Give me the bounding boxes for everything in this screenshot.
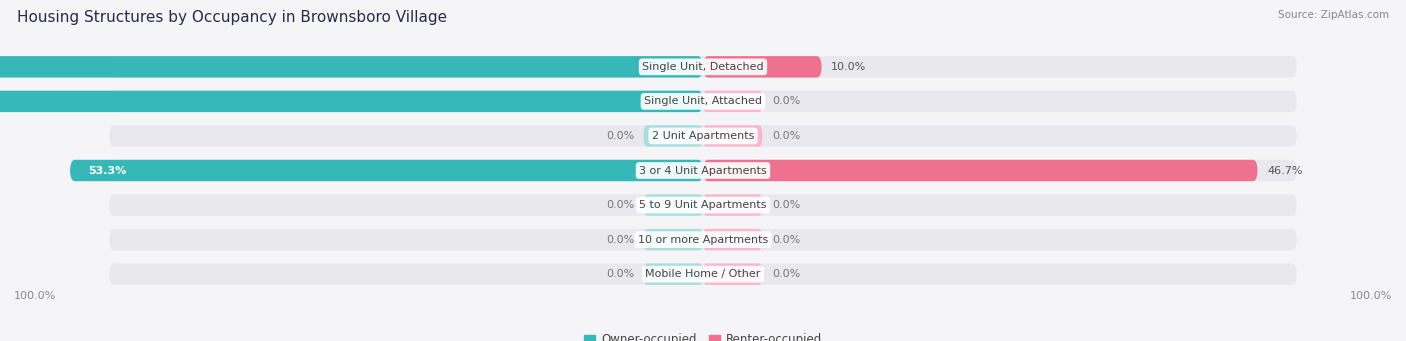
Text: Mobile Home / Other: Mobile Home / Other (645, 269, 761, 279)
FancyBboxPatch shape (110, 229, 1296, 250)
Text: 53.3%: 53.3% (87, 165, 127, 176)
Text: 0.0%: 0.0% (606, 200, 634, 210)
Text: Single Unit, Attached: Single Unit, Attached (644, 97, 762, 106)
Legend: Owner-occupied, Renter-occupied: Owner-occupied, Renter-occupied (579, 329, 827, 341)
FancyBboxPatch shape (644, 194, 703, 216)
Text: Housing Structures by Occupancy in Brownsboro Village: Housing Structures by Occupancy in Brown… (17, 10, 447, 25)
FancyBboxPatch shape (703, 56, 821, 77)
Text: Single Unit, Detached: Single Unit, Detached (643, 62, 763, 72)
Text: 10.0%: 10.0% (831, 62, 866, 72)
FancyBboxPatch shape (703, 194, 762, 216)
FancyBboxPatch shape (644, 229, 703, 250)
FancyBboxPatch shape (110, 264, 1296, 285)
Text: Source: ZipAtlas.com: Source: ZipAtlas.com (1278, 10, 1389, 20)
Text: 2 Unit Apartments: 2 Unit Apartments (652, 131, 754, 141)
FancyBboxPatch shape (110, 125, 1296, 147)
FancyBboxPatch shape (644, 264, 703, 285)
Text: 5 to 9 Unit Apartments: 5 to 9 Unit Apartments (640, 200, 766, 210)
Text: 0.0%: 0.0% (606, 235, 634, 244)
FancyBboxPatch shape (703, 160, 1258, 181)
FancyBboxPatch shape (703, 91, 762, 112)
FancyBboxPatch shape (644, 125, 703, 147)
Text: 0.0%: 0.0% (772, 131, 800, 141)
FancyBboxPatch shape (110, 160, 1296, 181)
FancyBboxPatch shape (0, 91, 703, 112)
FancyBboxPatch shape (703, 125, 762, 147)
Text: 46.7%: 46.7% (1267, 165, 1303, 176)
FancyBboxPatch shape (70, 160, 703, 181)
FancyBboxPatch shape (110, 56, 1296, 77)
FancyBboxPatch shape (0, 56, 703, 77)
Text: 0.0%: 0.0% (772, 200, 800, 210)
Text: 100.0%: 100.0% (14, 291, 56, 300)
Text: 10 or more Apartments: 10 or more Apartments (638, 235, 768, 244)
FancyBboxPatch shape (110, 194, 1296, 216)
Text: 0.0%: 0.0% (772, 269, 800, 279)
Text: 0.0%: 0.0% (772, 235, 800, 244)
Text: 0.0%: 0.0% (606, 131, 634, 141)
FancyBboxPatch shape (110, 91, 1296, 112)
Text: 3 or 4 Unit Apartments: 3 or 4 Unit Apartments (640, 165, 766, 176)
Text: 100.0%: 100.0% (1350, 291, 1392, 300)
FancyBboxPatch shape (703, 229, 762, 250)
Text: 0.0%: 0.0% (606, 269, 634, 279)
Text: 0.0%: 0.0% (772, 97, 800, 106)
FancyBboxPatch shape (703, 264, 762, 285)
